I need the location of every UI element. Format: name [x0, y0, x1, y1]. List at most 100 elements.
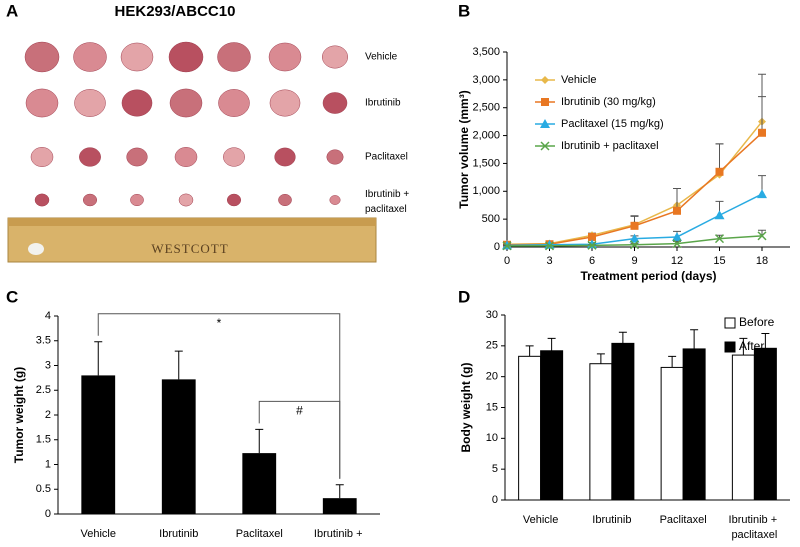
tumor — [83, 194, 97, 206]
tumor — [74, 42, 107, 71]
ruler-brand: WESTCOTT — [151, 241, 228, 256]
ruler-edge — [8, 218, 376, 226]
row-label: Vehicle — [365, 52, 398, 63]
x-tick-label: 15 — [713, 255, 725, 267]
error-bar — [690, 330, 698, 349]
bar — [612, 343, 634, 500]
error-bar — [255, 429, 263, 453]
legend-label: Ibrutinib + paclitaxel — [561, 140, 659, 152]
tumor — [269, 43, 301, 71]
bar — [661, 367, 683, 500]
y-axis-title: Tumor volume (mm³) — [457, 90, 471, 208]
error-bar — [336, 485, 344, 498]
tumor — [223, 148, 244, 167]
tumor — [175, 147, 197, 166]
error-bar — [526, 346, 534, 356]
error-bar — [94, 342, 102, 376]
error-bar — [597, 354, 605, 364]
bar — [162, 379, 196, 514]
legend-swatch — [725, 342, 735, 352]
y-tick-label: 2,500 — [472, 102, 500, 114]
legend-marker — [541, 76, 549, 84]
y-tick-label: 3,000 — [472, 74, 500, 86]
y-tick-label: 1,500 — [472, 157, 500, 169]
panel-label: A — [6, 1, 18, 20]
bar — [683, 349, 705, 500]
error-bar — [175, 351, 183, 379]
y-tick-label: 1 — [45, 458, 51, 470]
x-tick-label: Ibrutinib + paclitaxel — [314, 528, 366, 542]
x-tick-label: Ibrutinib — [159, 528, 198, 540]
y-tick-label: 0 — [45, 508, 51, 520]
tumor — [275, 148, 296, 166]
tumor — [79, 148, 100, 167]
ruler-hole — [28, 243, 44, 255]
legend-label: Vehicle — [561, 74, 596, 86]
x-axis-title: Treatment period (days) — [580, 269, 716, 283]
tumor — [323, 92, 347, 113]
legend-label: Paclitaxel (15 mg/kg) — [561, 118, 664, 130]
tumor — [25, 42, 59, 72]
tumor — [330, 195, 341, 204]
marker — [758, 129, 766, 137]
y-tick-label: 0.5 — [36, 483, 51, 495]
y-tick-label: 5 — [492, 463, 498, 475]
x-tick-label: Ibrutinib — [592, 514, 631, 526]
x-tick-label: 9 — [631, 255, 637, 267]
tumor — [169, 42, 203, 72]
tumor — [31, 147, 53, 166]
x-tick-label: 12 — [671, 255, 683, 267]
x-tick-label: 6 — [589, 255, 595, 267]
y-tick-label: 3 — [45, 359, 51, 371]
y-tick-label: 30 — [486, 309, 498, 321]
x-tick-label: Vehicle — [523, 514, 558, 526]
marker — [673, 207, 681, 215]
bar — [541, 351, 563, 500]
y-tick-label: 1.5 — [36, 434, 51, 446]
y-tick-label: 2.5 — [36, 384, 51, 396]
x-tick-label: 18 — [756, 255, 768, 267]
bar — [732, 355, 754, 500]
y-tick-label: 3,500 — [472, 46, 500, 58]
tumor — [122, 90, 152, 116]
y-tick-label: 500 — [482, 213, 500, 225]
y-tick-label: 15 — [486, 401, 498, 413]
significance-bracket — [98, 314, 340, 479]
tumor — [218, 42, 251, 71]
error-bar — [758, 97, 766, 133]
y-tick-label: 2,000 — [472, 129, 500, 141]
tumor — [327, 150, 344, 165]
tumor — [74, 89, 105, 116]
error-bar — [668, 356, 676, 367]
x-tick-label: Vehicle — [81, 528, 116, 540]
error-bar — [548, 338, 556, 350]
tumor — [179, 194, 193, 206]
legend-label: Ibrutinib (30 mg/kg) — [561, 96, 656, 108]
y-tick-label: 3.5 — [36, 335, 51, 347]
marker — [716, 168, 724, 176]
tumor — [322, 46, 348, 68]
tumor — [130, 194, 143, 206]
x-tick-label: 0 — [504, 255, 510, 267]
row-label: Ibrutinib — [365, 98, 401, 109]
tumor — [218, 89, 249, 116]
x-tick-label: 3 — [546, 255, 552, 267]
marker — [715, 210, 725, 219]
y-tick-label: 0 — [494, 241, 500, 253]
legend-label: Before — [739, 315, 775, 329]
tumor — [26, 89, 58, 117]
bar — [754, 348, 776, 500]
y-axis-title: Body weight (g) — [459, 363, 473, 453]
y-tick-label: 1,000 — [472, 185, 500, 197]
y-tick-label: 0 — [492, 494, 498, 506]
tumor — [121, 43, 153, 71]
tumor — [127, 148, 148, 166]
y-tick-label: 25 — [486, 340, 498, 352]
x-tick-label: Paclitaxel — [660, 514, 707, 526]
panel-label: C — [6, 287, 18, 306]
tumor — [35, 194, 49, 206]
y-axis-title: Tumor weight (g) — [12, 367, 26, 463]
x-tick-label: Paclitaxel — [236, 528, 283, 540]
tumor — [227, 194, 241, 206]
